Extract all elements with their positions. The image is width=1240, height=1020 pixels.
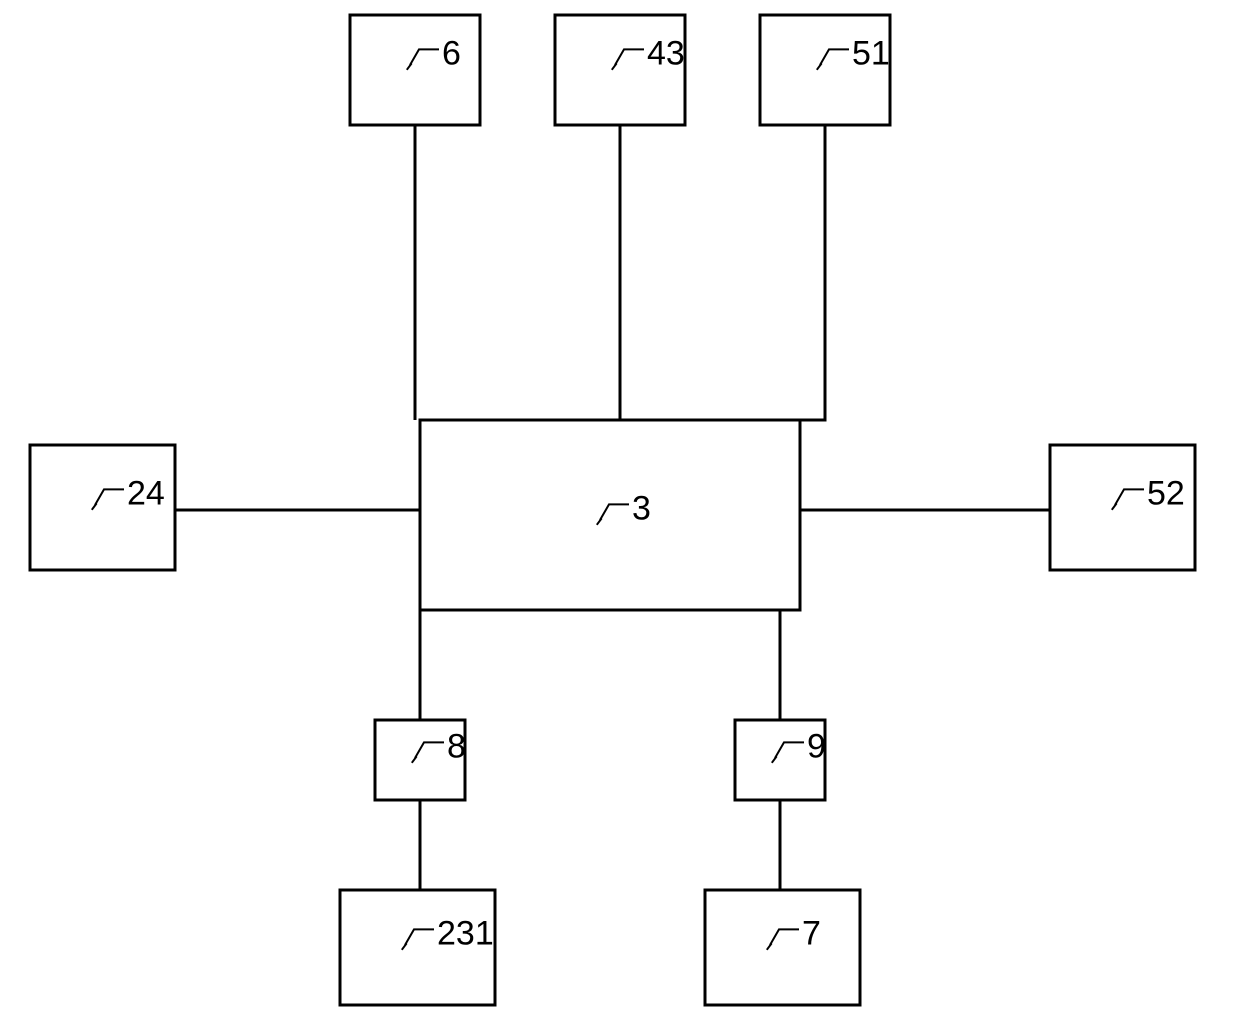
node-label: 8	[447, 727, 466, 765]
label-leader	[770, 929, 799, 945]
node-label: 51	[852, 34, 890, 72]
node-center: 3	[420, 420, 800, 610]
label-leader	[615, 49, 644, 65]
edge-n51-center	[800, 125, 825, 420]
node-n51: 51	[760, 15, 890, 125]
label-leader	[1115, 489, 1144, 505]
node-label: 7	[802, 914, 821, 952]
node-label: 231	[437, 914, 494, 952]
label-leader	[600, 504, 629, 520]
node-label: 9	[807, 727, 826, 765]
node-label: 6	[442, 34, 461, 72]
label-leader	[775, 742, 804, 758]
node-n9: 9	[735, 720, 826, 800]
node-n43: 43	[555, 15, 685, 125]
label-leader	[95, 489, 124, 505]
node-n7: 7	[705, 890, 860, 1005]
node-label: 3	[632, 489, 651, 527]
node-n24: 24	[30, 445, 175, 570]
node-label: 43	[647, 34, 685, 72]
node-label: 52	[1147, 474, 1185, 512]
block-diagram: 3 6 43 51 24 52 8 9 231 7	[0, 0, 1240, 1020]
node-n231: 231	[340, 890, 495, 1005]
label-leader	[820, 49, 849, 65]
node-n8: 8	[375, 720, 466, 800]
node-n52: 52	[1050, 445, 1195, 570]
node-label: 24	[127, 474, 165, 512]
label-leader	[410, 49, 439, 65]
label-leader	[415, 742, 444, 758]
node-n6: 6	[350, 15, 480, 125]
label-leader	[405, 929, 434, 945]
